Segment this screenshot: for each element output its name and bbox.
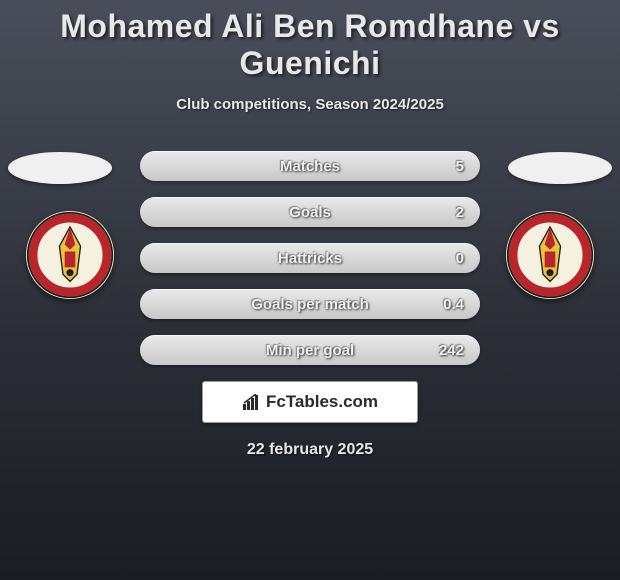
stat-label: Hattricks (278, 250, 342, 267)
brand-text: FcTables.com (266, 392, 378, 412)
stat-value: 2 (456, 204, 464, 221)
stat-value: 242 (439, 342, 464, 359)
stat-value: 5 (456, 158, 464, 175)
esperance-badge-icon (26, 211, 114, 299)
stat-row: Matches 5 (140, 151, 480, 181)
stats-panel: Matches 5 Goals 2 Hattricks 0 Goals per … (0, 151, 620, 459)
stat-row: Goals per match 0.4 (140, 289, 480, 319)
stat-row: Hattricks 0 (140, 243, 480, 273)
stat-row: Min per goal 242 (140, 335, 480, 365)
stat-label: Min per goal (266, 342, 354, 359)
stat-value: 0.4 (443, 296, 464, 313)
page-title: Mohamed Ali Ben Romdhane vs Guenichi (0, 0, 620, 82)
subtitle: Club competitions, Season 2024/2025 (0, 96, 620, 113)
stat-value: 0 (456, 250, 464, 267)
club-badge-left (26, 211, 114, 299)
player-left-oval (8, 152, 112, 184)
stat-label: Goals per match (251, 296, 369, 313)
stat-row: Goals 2 (140, 197, 480, 227)
brand-box: FcTables.com (202, 381, 418, 423)
esperance-badge-icon (506, 211, 594, 299)
bar-chart-icon (242, 394, 262, 410)
stats-list: Matches 5 Goals 2 Hattricks 0 Goals per … (140, 151, 480, 365)
date-label: 22 february 2025 (0, 441, 620, 459)
stat-label: Matches (280, 158, 340, 175)
player-right-oval (508, 152, 612, 184)
club-badge-right (506, 211, 594, 299)
stat-label: Goals (289, 204, 331, 221)
brand-label: FcTables.com (242, 392, 378, 412)
